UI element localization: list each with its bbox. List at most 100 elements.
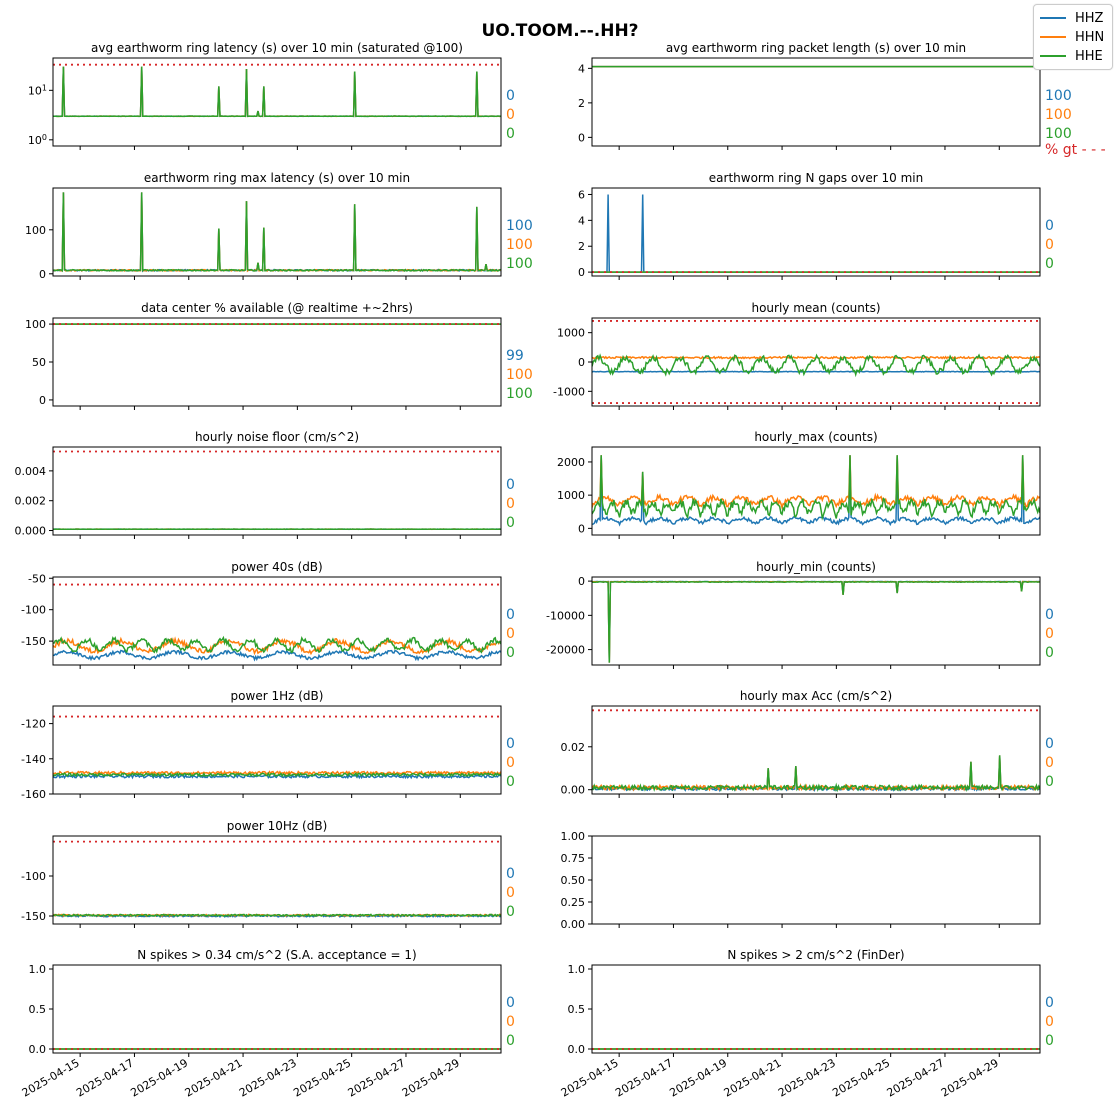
axes-frame <box>591 187 1041 277</box>
x-tick-label: 2025-04-21 <box>183 1056 245 1099</box>
legend: HHZ HHN HHE <box>1033 4 1113 70</box>
series-line-hhn <box>53 192 501 273</box>
plot-area-p8 <box>53 583 501 662</box>
y-tick-label: 101 <box>28 83 47 98</box>
x-tick-label: 2025-04-25 <box>830 1056 892 1099</box>
pct-label-hhz: 0 <box>1045 218 1054 234</box>
x-tick-label: 2025-04-19 <box>128 1056 190 1099</box>
pct-label-hhz: 0 <box>1045 607 1054 623</box>
axes-frame <box>52 187 502 277</box>
panel-title-p10: power 1Hz (dB) <box>231 689 324 703</box>
panel-title-p2: earthworm ring max latency (s) over 10 m… <box>144 171 410 185</box>
x-tick-label: 2025-04-17 <box>613 1056 675 1099</box>
panel-title-p12: power 10Hz (dB) <box>227 819 328 833</box>
pct-label-hhe: 100 <box>506 256 533 272</box>
y-tick-label: -50 <box>28 572 46 585</box>
plot-area-p3 <box>592 194 1040 274</box>
y-tick-label: 0 <box>578 575 585 588</box>
series-line-hhe <box>53 635 501 654</box>
x-tick-label: 2025-04-19 <box>667 1056 729 1099</box>
series-line-hhe <box>592 353 1040 378</box>
axes-frame <box>52 835 502 925</box>
panel-p14: N spikes > 0.34 cm/s^2 (S.A. acceptance … <box>20 948 515 1100</box>
series-line-hhz <box>592 580 1040 663</box>
pct-label-hhz: 0 <box>506 477 515 493</box>
y-tick-label: 0 <box>578 266 585 279</box>
panel-title-p11: hourly max Acc (cm/s^2) <box>740 689 892 703</box>
y-tick-label: 0.02 <box>561 741 586 754</box>
pct-label-hhz: 0 <box>1045 995 1054 1011</box>
y-tick-label: 0.0 <box>568 1043 586 1056</box>
pct-label-hhn: 100 <box>506 237 533 253</box>
plot-area-p6 <box>53 450 501 531</box>
y-tick-label: 50 <box>32 356 46 369</box>
y-tick-label: 0 <box>578 131 585 144</box>
pct-label-hhn: 0 <box>506 107 515 123</box>
y-tick-label: 0.5 <box>29 1003 47 1016</box>
legend-label-hhe: HHE <box>1075 48 1103 64</box>
y-tick-label: 1.00 <box>561 830 586 843</box>
panel-title-p1: avg earthworm ring packet length (s) ove… <box>666 41 966 55</box>
series-line-hhe <box>53 66 501 118</box>
y-tick-label: -150 <box>21 910 46 923</box>
pct-label-hhe: 0 <box>1045 645 1054 661</box>
x-tick-label: 2025-04-29 <box>400 1056 462 1099</box>
pct-label-hhn: 0 <box>1045 1014 1054 1030</box>
panel-p2: earthworm ring max latency (s) over 10 m… <box>25 171 533 281</box>
x-tick-label: 2025-04-25 <box>291 1056 353 1099</box>
y-tick-label: 2000 <box>557 456 585 469</box>
plot-area-p11 <box>592 709 1040 793</box>
panel-p12: power 10Hz (dB) -100 -150 0 0 0 <box>21 819 515 928</box>
y-tick-label: -100 <box>21 604 46 617</box>
pct-label-hhn: 0 <box>506 1014 515 1030</box>
series-line-hhn <box>592 455 1040 510</box>
pct-label-hhz: 99 <box>506 348 524 364</box>
panel-p1: avg earthworm ring packet length (s) ove… <box>578 41 1106 158</box>
pct-label-hhz: 0 <box>506 607 515 623</box>
panel-title-p14: N spikes > 0.34 cm/s^2 (S.A. acceptance … <box>137 948 416 962</box>
pct-label-hhn: 0 <box>506 626 515 642</box>
y-tick-label: -10000 <box>546 609 585 622</box>
y-tick-label: 0.75 <box>561 852 586 865</box>
pct-label-hhe: 0 <box>506 904 515 920</box>
y-tick-label: 0.0 <box>29 1043 47 1056</box>
pct-label-hhz: 0 <box>506 736 515 752</box>
panel-p3: earthworm ring N gaps over 10 min 0 2 4 6 0 0 0 <box>578 171 1054 280</box>
x-tick-label: 2025-04-29 <box>939 1056 1001 1099</box>
panel-title-p3: earthworm ring N gaps over 10 min <box>709 171 923 185</box>
pct-label-hhn: 0 <box>506 755 515 771</box>
axes-frame <box>591 446 1041 536</box>
x-tick-label: 2025-04-21 <box>722 1056 784 1099</box>
pct-label-hhe: 0 <box>1045 256 1054 272</box>
axes-frame <box>52 964 502 1054</box>
y-tick-label: -160 <box>21 788 46 801</box>
series-line-hhz <box>53 192 501 273</box>
pct-label-hhe: 0 <box>506 645 515 661</box>
legend-label-hhn: HHN <box>1075 29 1105 45</box>
series-line-hhe <box>592 580 1040 663</box>
pct-label-hhe: 100 <box>1045 126 1072 142</box>
x-tick-label: 2025-04-27 <box>885 1056 947 1099</box>
legend-label-hhz: HHZ <box>1075 10 1104 26</box>
panel-p11: hourly max Acc (cm/s^2) 0.00 0.02 0 0 0 <box>561 689 1054 798</box>
pct-label-hhn: 0 <box>506 496 515 512</box>
legend-item-hhn: HHN <box>1040 28 1104 46</box>
series-line-hhe <box>53 913 501 918</box>
plot-area-p5 <box>592 320 1040 404</box>
panel-p13: 0.00 0.25 0.50 0.75 1.00 <box>561 830 1041 931</box>
y-tick-label: -100 <box>21 870 46 883</box>
legend-swatch-hhe <box>1040 55 1066 57</box>
y-tick-label: 2 <box>578 240 585 253</box>
series-line-hhz <box>53 649 501 662</box>
plot-area-p9 <box>592 580 1040 663</box>
x-tick-label: 2025-04-15 <box>20 1056 82 1099</box>
series-line-hhe <box>592 455 1040 521</box>
pct-label-hhz: 0 <box>506 866 515 882</box>
y-tick-label: -120 <box>21 718 46 731</box>
panel-title-p0: avg earthworm ring latency (s) over 10 m… <box>91 41 463 55</box>
plot-area-p12 <box>53 840 501 918</box>
y-tick-label: 1.0 <box>29 963 47 976</box>
pct-label-hhe: 0 <box>506 126 515 142</box>
y-tick-label: 0 <box>578 356 585 369</box>
